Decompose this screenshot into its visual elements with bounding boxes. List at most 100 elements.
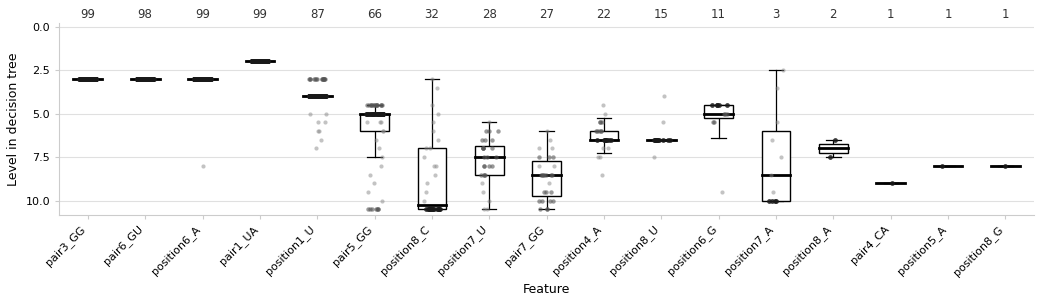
Point	[302, 94, 319, 99]
Point	[373, 102, 389, 107]
Point	[374, 155, 390, 160]
Point	[133, 76, 150, 81]
Point	[314, 76, 331, 81]
Point	[648, 137, 664, 142]
Point	[84, 76, 101, 81]
Point	[302, 94, 319, 99]
Point	[254, 59, 271, 64]
Point	[536, 172, 553, 177]
Point	[129, 76, 146, 81]
Point	[194, 76, 210, 81]
Point	[827, 137, 843, 142]
Point	[142, 76, 158, 81]
Point	[313, 94, 330, 99]
Point	[186, 76, 203, 81]
Point	[371, 111, 387, 116]
Point	[648, 137, 664, 142]
Point	[196, 76, 212, 81]
Point	[71, 76, 87, 81]
Point	[370, 207, 386, 212]
Point	[315, 76, 332, 81]
Point	[256, 59, 273, 64]
Point	[257, 59, 274, 64]
Point	[74, 76, 91, 81]
Point	[369, 102, 385, 107]
Point	[82, 76, 99, 81]
Point	[259, 59, 276, 64]
Bar	[417, 148, 447, 209]
Text: 22: 22	[596, 8, 611, 21]
Point	[131, 76, 148, 81]
Point	[76, 76, 93, 81]
Point	[131, 76, 148, 81]
Point	[596, 137, 613, 142]
Point	[76, 76, 93, 81]
Point	[374, 111, 390, 116]
Point	[309, 94, 326, 99]
Point	[537, 189, 554, 194]
Point	[202, 76, 219, 81]
Point	[87, 76, 104, 81]
Text: 99: 99	[195, 8, 210, 21]
Point	[185, 76, 202, 81]
Point	[363, 111, 380, 116]
Point	[81, 76, 98, 81]
Point	[307, 94, 324, 99]
Point	[307, 94, 324, 99]
Point	[188, 76, 205, 81]
Point	[601, 137, 617, 142]
Point	[192, 76, 208, 81]
Point	[246, 59, 262, 64]
Point	[72, 76, 88, 81]
Text: 87: 87	[310, 8, 325, 21]
Point	[137, 76, 154, 81]
Point	[202, 76, 219, 81]
Point	[192, 76, 208, 81]
Point	[257, 59, 274, 64]
Point	[78, 76, 95, 81]
Point	[769, 120, 786, 125]
Point	[367, 102, 384, 107]
Point	[254, 59, 271, 64]
Point	[134, 76, 151, 81]
Point	[305, 94, 322, 99]
Point	[310, 120, 327, 125]
Point	[192, 76, 208, 81]
Point	[359, 207, 376, 212]
Point	[598, 137, 614, 142]
Point	[934, 163, 950, 168]
Point	[134, 76, 151, 81]
Point	[765, 189, 782, 194]
Point	[369, 111, 385, 116]
Point	[250, 59, 266, 64]
Y-axis label: Level in decision tree: Level in decision tree	[7, 52, 20, 185]
Point	[711, 102, 728, 107]
Point	[430, 207, 447, 212]
Point	[253, 59, 270, 64]
Point	[133, 76, 150, 81]
Point	[132, 76, 149, 81]
Point	[475, 146, 491, 151]
Point	[483, 146, 500, 151]
Point	[484, 163, 501, 168]
Point	[187, 76, 204, 81]
Point	[365, 102, 382, 107]
Point	[75, 76, 92, 81]
Point	[133, 76, 150, 81]
Point	[591, 120, 608, 125]
Point	[316, 94, 333, 99]
Point	[245, 59, 261, 64]
Point	[73, 76, 90, 81]
Point	[198, 76, 214, 81]
Point	[72, 76, 88, 81]
Point	[130, 76, 147, 81]
Point	[73, 76, 90, 81]
Point	[134, 76, 151, 81]
Point	[312, 94, 329, 99]
Point	[85, 76, 102, 81]
Point	[198, 76, 214, 81]
Point	[254, 59, 271, 64]
Point	[80, 76, 97, 81]
Point	[195, 76, 211, 81]
Point	[198, 76, 214, 81]
